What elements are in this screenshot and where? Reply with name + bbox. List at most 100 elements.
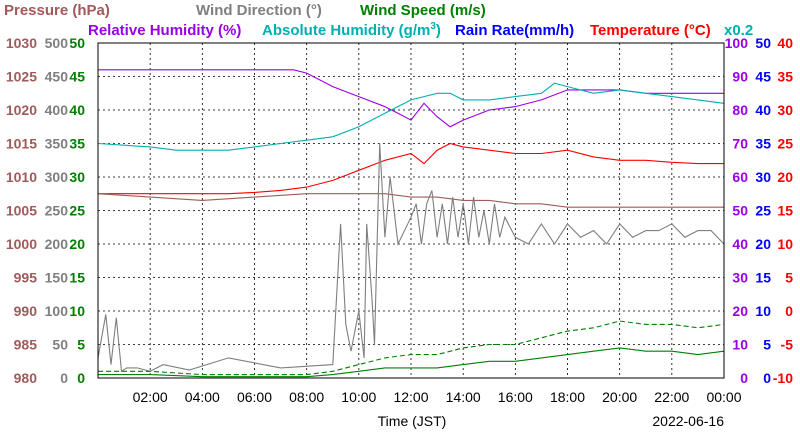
- axis-tick-label: 100: [45, 303, 69, 319]
- axis-tick-label: 80: [732, 102, 748, 118]
- x-tick-label: 20:00: [602, 389, 637, 405]
- legend-item: Pressure (hPa): [4, 2, 110, 19]
- axis-tick-label: 5: [77, 337, 85, 353]
- axis-tick-label: 0: [785, 303, 793, 319]
- series-line: [98, 347, 725, 378]
- x-tick-label: 02:00: [133, 389, 168, 405]
- axis-tick-label: 300: [45, 169, 69, 185]
- axis-tick-label: -10: [773, 370, 793, 386]
- axis-tick-label: -5: [781, 337, 794, 353]
- axis-tick-label: 400: [45, 102, 69, 118]
- axis-tick-label: 985: [14, 337, 38, 353]
- axis-tick-label: 15: [755, 270, 771, 286]
- axis-tick-label: 1015: [6, 136, 37, 152]
- axis-tick-label: 25: [777, 136, 793, 152]
- x-axis-label: Time (JST): [378, 413, 447, 429]
- axis-tick-label: 40: [69, 102, 85, 118]
- grid: [98, 43, 724, 378]
- axis-tick-label: 35: [755, 136, 771, 152]
- series-line: [97, 193, 724, 208]
- axis-tick-label: 250: [45, 203, 69, 219]
- axis-tick-label: 70: [732, 136, 748, 152]
- x-tick-label: 14:00: [446, 389, 481, 405]
- x-tick-label: 18:00: [550, 389, 585, 405]
- x-tick-label: 16:00: [498, 389, 533, 405]
- axis-tick-label: 90: [732, 69, 748, 85]
- axis-tick-label: 50: [755, 35, 771, 51]
- axis-tick-label: 20: [777, 169, 793, 185]
- x-axis: 02:00 04:00 06:00 08:00 10:00 12:00 14:00 16:00…: [133, 389, 742, 405]
- axis-tick-label: 30: [732, 270, 748, 286]
- legend-item: x0.2: [724, 22, 753, 39]
- legend-item: Relative Humidity (%): [88, 22, 241, 39]
- date-label: 2022-06-16: [652, 413, 724, 429]
- x-tick-label: 08:00: [289, 389, 324, 405]
- axis-tick-label: 50: [732, 203, 748, 219]
- axis-tick-label: 5: [785, 270, 793, 286]
- series-line: [97, 143, 725, 373]
- axis-tick-label: 40: [777, 35, 793, 51]
- axis-tick-label: 60: [732, 169, 748, 185]
- axis-tick-label: 25: [69, 203, 85, 219]
- legend-item: Wind Direction (°): [196, 2, 322, 19]
- x-tick-label: 22:00: [654, 389, 689, 405]
- axis-tick-label: 1010: [6, 169, 37, 185]
- axis-tick-label: 0: [740, 370, 748, 386]
- axis-tick-label: 200: [45, 236, 69, 252]
- left-axes: 9809859909951000100510101015102010251030…: [6, 35, 85, 386]
- legend-item: Wind Speed (m/s): [360, 2, 486, 19]
- legend: Pressure (hPa) Wind Direction (°) Wind Spe…: [4, 2, 753, 39]
- axis-tick-label: 990: [14, 303, 38, 319]
- axis-tick-label: 10: [777, 236, 793, 252]
- x-tick-label: 04:00: [185, 389, 220, 405]
- axis-tick-label: 30: [755, 169, 771, 185]
- axis-tick-label: 350: [45, 136, 69, 152]
- axis-tick-label: 20: [755, 236, 771, 252]
- legend-item: Temperature (°C): [590, 22, 711, 39]
- series-line: [97, 82, 725, 151]
- axis-tick-label: 15: [69, 270, 85, 286]
- axis-tick-label: 20: [69, 236, 85, 252]
- axis-tick-label: 1030: [6, 35, 37, 51]
- axis-tick-label: 1025: [6, 69, 37, 85]
- series-line: [98, 320, 725, 376]
- axis-tick-label: 10: [755, 303, 771, 319]
- axis-tick-label: 150: [45, 270, 69, 286]
- axis-tick-label: 0: [77, 370, 85, 386]
- axis-tick-label: 35: [69, 136, 85, 152]
- series-lines: [97, 69, 725, 379]
- axis-tick-label: 40: [755, 102, 771, 118]
- axis-tick-label: 450: [45, 69, 69, 85]
- x-tick-label: 06:00: [237, 389, 272, 405]
- axis-tick-label: 50: [69, 35, 85, 51]
- axis-tick-label: 1000: [6, 236, 37, 252]
- axis-tick-label: 1020: [6, 102, 37, 118]
- axis-tick-label: 5: [763, 337, 771, 353]
- axis-tick-label: 1005: [6, 203, 37, 219]
- axis-tick-label: 500: [45, 35, 69, 51]
- axis-tick-label: 15: [777, 203, 793, 219]
- axis-tick-label: 0: [763, 370, 771, 386]
- axis-tick-label: 10: [732, 337, 748, 353]
- right-axes: 0102030405060708090100051015202530354045…: [725, 35, 794, 386]
- axis-tick-label: 45: [755, 69, 771, 85]
- legend-item: Rain Rate(mm/h): [455, 22, 574, 39]
- axis-tick-label: 50: [52, 337, 68, 353]
- axis-tick-label: 30: [69, 169, 85, 185]
- axis-tick-label: 35: [777, 69, 793, 85]
- axis-tick-label: 980: [14, 370, 38, 386]
- legend-item: Absolute Humidity (g/m3): [262, 21, 441, 39]
- axis-tick-label: 0: [60, 370, 68, 386]
- axis-tick-label: 45: [69, 69, 85, 85]
- axis-tick-label: 20: [732, 303, 748, 319]
- axis-tick-label: 30: [777, 102, 793, 118]
- x-tick-label: 00:00: [706, 389, 741, 405]
- axis-tick-label: 100: [725, 35, 749, 51]
- plot-frame: [97, 42, 725, 379]
- x-tick-label: 12:00: [393, 389, 428, 405]
- axis-tick-label: 10: [69, 303, 85, 319]
- axis-tick-label: 25: [755, 203, 771, 219]
- x-tick-label: 10:00: [341, 389, 376, 405]
- axis-tick-label: 995: [14, 270, 38, 286]
